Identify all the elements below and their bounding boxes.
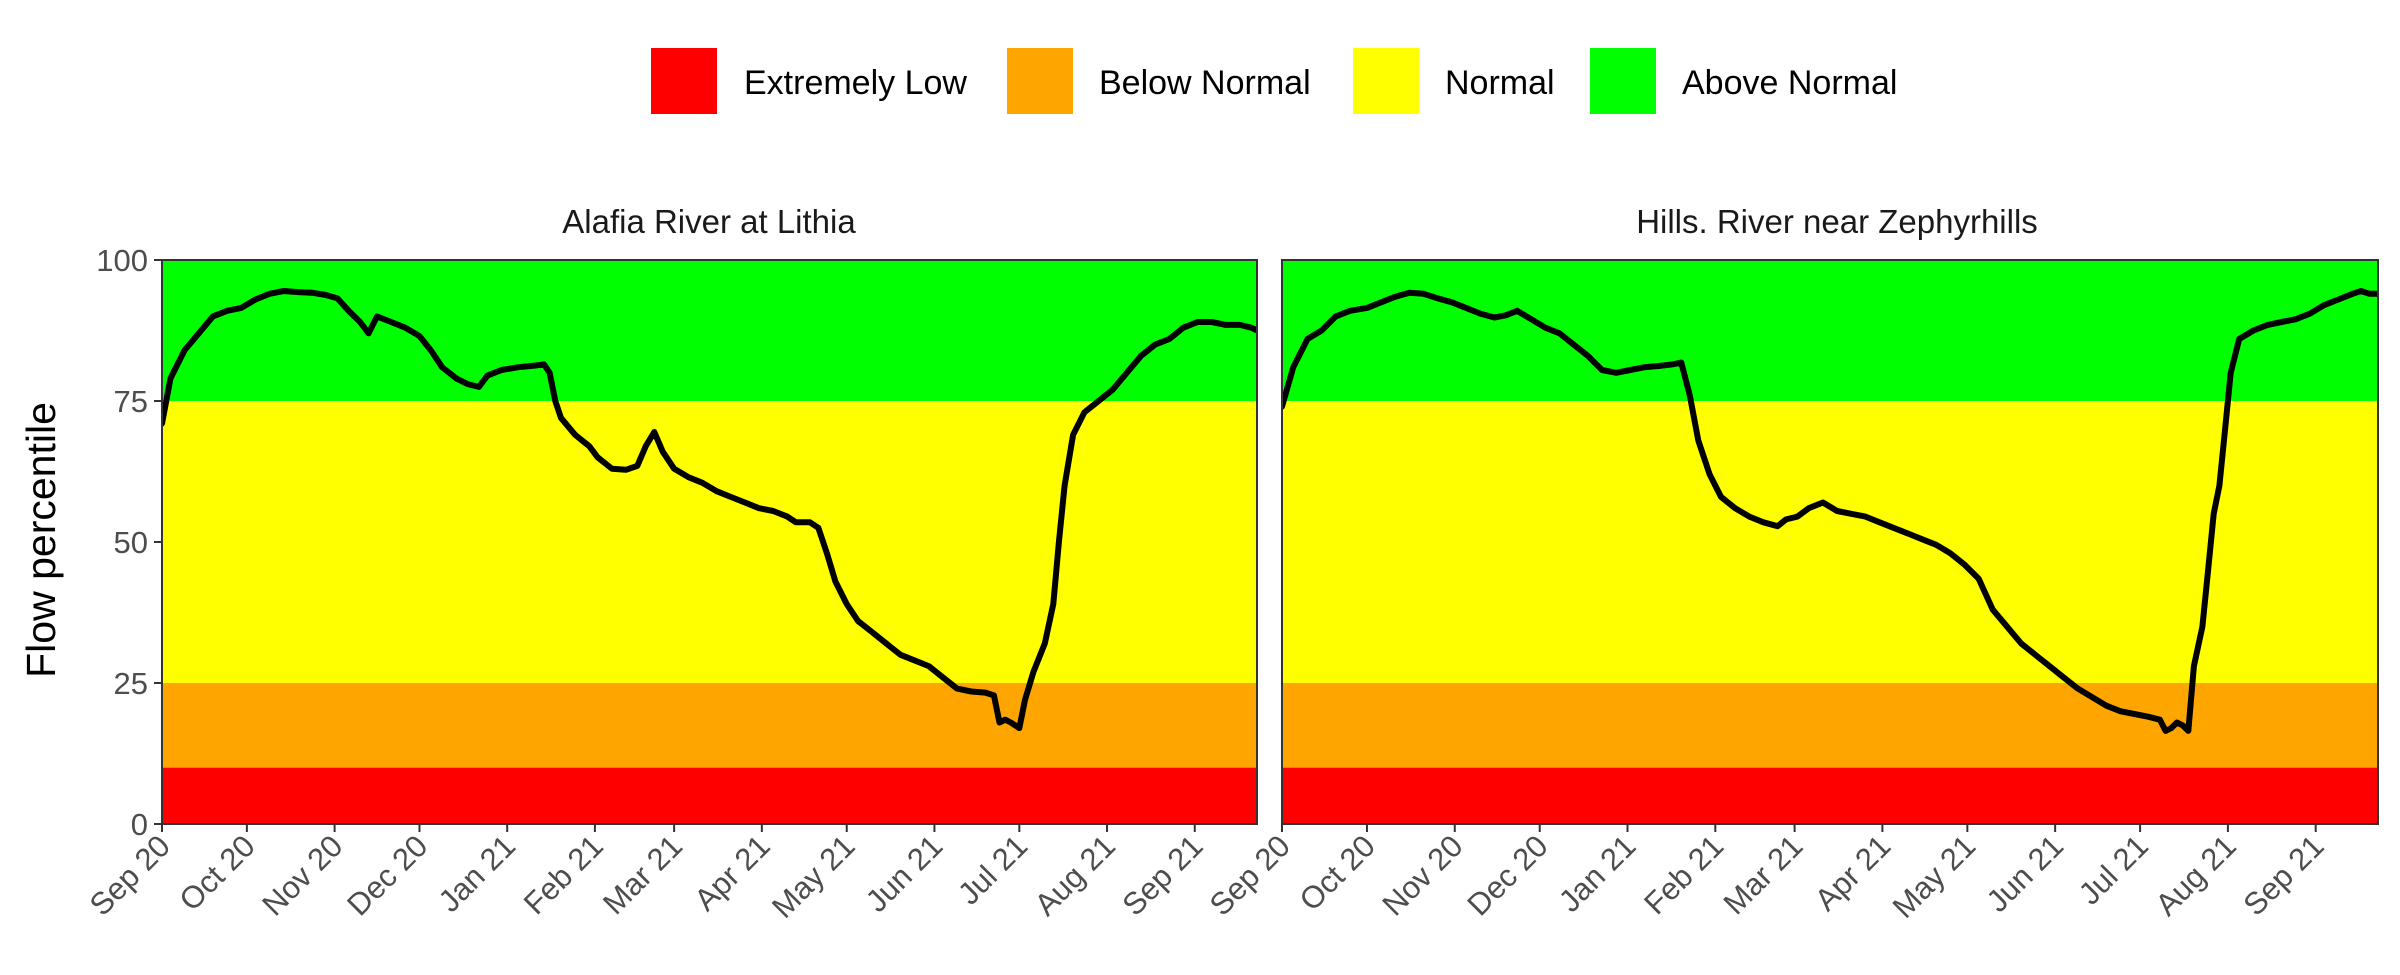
flow-percentile-line [1282, 288, 2378, 734]
legend-label-above-normal: Above Normal [1682, 64, 1897, 102]
band-normal [1282, 401, 2378, 683]
threshold-bands [162, 260, 1257, 824]
x-tick-label: Jan 21 [432, 828, 523, 919]
panel-title: Hills. River near Zephyrhills [1636, 203, 2038, 240]
band-above-normal [162, 260, 1257, 401]
legend: Extremely Low Below Normal Normal Above … [651, 48, 1897, 114]
x-tick-label: Oct 20 [1293, 828, 1382, 917]
legend-swatch-extremely-low [651, 48, 717, 114]
legend-swatch-above-normal [1590, 48, 1656, 114]
x-tick-label: Jun 21 [859, 828, 950, 919]
x-tick-label: Dec 20 [1460, 828, 1554, 922]
x-tick-label: Mar 21 [596, 828, 689, 921]
x-tick-label: Mar 21 [1717, 828, 1810, 921]
x-tick-label: Sep 21 [2236, 828, 2330, 922]
legend-label-below-normal: Below Normal [1099, 64, 1311, 102]
x-tick-label: Aug 21 [1028, 828, 1122, 922]
x-tick-label: Nov 20 [1375, 828, 1469, 922]
y-tick-label: 50 [114, 525, 148, 560]
x-tick-label: Dec 20 [340, 828, 434, 922]
x-tick-label: Oct 20 [173, 828, 262, 917]
band-extremely-low [1282, 767, 2378, 824]
x-tick-label: Nov 20 [255, 828, 349, 922]
threshold-bands [1282, 260, 2378, 824]
band-below-normal [162, 683, 1257, 768]
x-tick-label: Sep 20 [83, 828, 177, 922]
x-tick-label: Jun 21 [1980, 828, 2071, 919]
plot-frame [161, 259, 1258, 825]
x-tick-label: Sep 21 [1115, 828, 1209, 922]
x-tick-label: Jan 21 [1552, 828, 1643, 919]
y-tick-label: 25 [114, 666, 148, 701]
y-axis-title: Flow percentile [18, 402, 64, 678]
legend-label-extremely-low: Extremely Low [744, 64, 967, 102]
band-normal [162, 401, 1257, 683]
band-below-normal [1282, 683, 2378, 768]
x-tick-label: Apr 21 [1808, 828, 1897, 917]
x-tick-label: Feb 21 [1637, 828, 1730, 921]
y-tick-label: 100 [96, 243, 148, 278]
x-tick-label: May 21 [1886, 828, 1983, 925]
panel-hills-river: Hills. River near Zephyrhills Sep 20Oct … [1203, 203, 2379, 925]
legend-label-normal: Normal [1445, 64, 1555, 102]
x-tick-label: Jul 21 [2072, 828, 2155, 911]
x-tick-label: Sep 20 [1203, 828, 1297, 922]
legend-item-extremely-low: Extremely Low [651, 48, 967, 114]
legend-swatch-below-normal [1007, 48, 1073, 114]
x-tick-label: May 21 [765, 828, 862, 925]
x-tick-label: Jul 21 [951, 828, 1034, 911]
legend-item-above-normal: Above Normal [1590, 48, 1897, 114]
flow-percentile-line [162, 288, 1257, 732]
y-axis: 0 25 50 75 100 [96, 243, 162, 842]
x-tick-label: Apr 21 [687, 828, 776, 917]
band-extremely-low [162, 767, 1257, 824]
band-above-normal [1282, 260, 2378, 401]
legend-swatch-normal [1353, 48, 1419, 114]
panel-title: Alafia River at Lithia [562, 203, 856, 240]
legend-item-below-normal: Below Normal [1007, 48, 1311, 114]
y-tick-label: 0 [131, 807, 148, 842]
x-tick-label: Feb 21 [517, 828, 610, 921]
x-tick-label: Aug 21 [2149, 828, 2243, 922]
legend-item-normal: Normal [1353, 48, 1555, 114]
y-tick-label: 75 [114, 384, 148, 419]
plot-frame [1281, 259, 2379, 825]
